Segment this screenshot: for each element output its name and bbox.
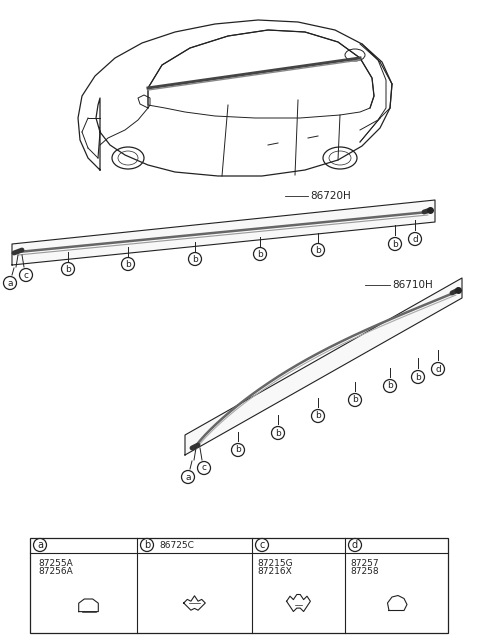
Text: c: c bbox=[259, 540, 264, 550]
Text: 87216X: 87216X bbox=[257, 567, 292, 576]
Text: a: a bbox=[185, 472, 191, 481]
Circle shape bbox=[253, 247, 266, 260]
Text: 86720H: 86720H bbox=[310, 191, 351, 201]
Circle shape bbox=[348, 538, 361, 551]
Text: 87255A: 87255A bbox=[38, 558, 73, 567]
Circle shape bbox=[272, 426, 285, 440]
Text: b: b bbox=[275, 428, 281, 438]
Circle shape bbox=[231, 444, 244, 456]
Text: d: d bbox=[435, 365, 441, 374]
Text: c: c bbox=[24, 271, 28, 279]
Circle shape bbox=[348, 394, 361, 406]
Circle shape bbox=[61, 263, 74, 276]
Text: b: b bbox=[387, 381, 393, 390]
Circle shape bbox=[384, 379, 396, 392]
Circle shape bbox=[312, 244, 324, 256]
Text: b: b bbox=[192, 254, 198, 263]
Text: a: a bbox=[7, 278, 13, 288]
Text: b: b bbox=[392, 240, 398, 249]
Text: 87256A: 87256A bbox=[38, 567, 73, 576]
Circle shape bbox=[121, 258, 134, 271]
Text: b: b bbox=[257, 249, 263, 258]
Circle shape bbox=[197, 462, 211, 474]
Text: 86725C: 86725C bbox=[159, 540, 194, 549]
Text: 86710H: 86710H bbox=[392, 280, 433, 290]
Circle shape bbox=[34, 538, 47, 551]
Circle shape bbox=[189, 253, 202, 265]
Polygon shape bbox=[185, 278, 462, 455]
Text: b: b bbox=[65, 265, 71, 274]
Text: b: b bbox=[144, 540, 150, 550]
Text: c: c bbox=[202, 463, 206, 472]
Text: a: a bbox=[37, 540, 43, 550]
Text: b: b bbox=[235, 445, 241, 454]
Text: b: b bbox=[315, 246, 321, 254]
Circle shape bbox=[432, 363, 444, 376]
Circle shape bbox=[255, 538, 268, 551]
Text: b: b bbox=[315, 412, 321, 420]
Circle shape bbox=[408, 233, 421, 246]
Text: d: d bbox=[412, 235, 418, 244]
Text: 87215G: 87215G bbox=[257, 558, 293, 567]
Text: b: b bbox=[415, 372, 421, 381]
Circle shape bbox=[411, 370, 424, 383]
Text: d: d bbox=[352, 540, 358, 550]
Circle shape bbox=[3, 276, 16, 290]
Circle shape bbox=[312, 410, 324, 422]
Text: 87258: 87258 bbox=[350, 567, 379, 576]
Text: b: b bbox=[352, 395, 358, 404]
Circle shape bbox=[181, 470, 194, 483]
Polygon shape bbox=[12, 200, 435, 265]
Circle shape bbox=[388, 238, 401, 251]
Bar bbox=[30, 538, 448, 633]
Text: b: b bbox=[125, 260, 131, 269]
Text: 87257: 87257 bbox=[350, 558, 379, 567]
Circle shape bbox=[141, 538, 154, 551]
Circle shape bbox=[20, 269, 33, 281]
